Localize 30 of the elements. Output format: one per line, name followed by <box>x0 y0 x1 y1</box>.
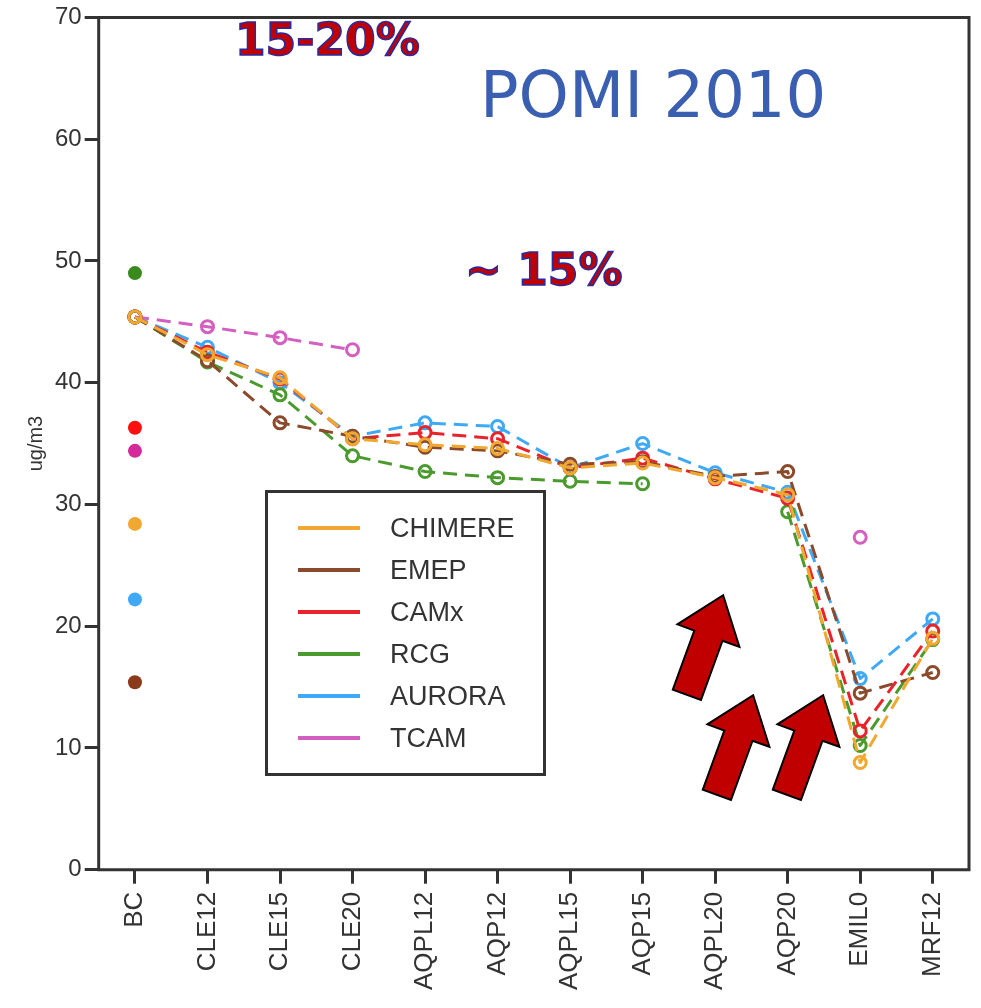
x-tick-label: AQP20 <box>770 891 801 976</box>
y-tick-label: 50 <box>54 245 82 273</box>
legend-label: EMEP <box>390 554 467 586</box>
x-tick-label: CLE12 <box>190 891 221 972</box>
x-tick-label: AQPL15 <box>553 891 584 991</box>
legend-label: TCAM <box>390 722 467 754</box>
x-tick-label: EMIL0 <box>843 891 874 967</box>
y-tick-label: 30 <box>54 489 82 517</box>
x-tick-label: BC <box>118 891 149 928</box>
x-tick-label: CLE20 <box>335 891 366 972</box>
y-tick-label: 0 <box>68 854 82 882</box>
x-tick-label: AQPL20 <box>698 891 729 991</box>
y-tick-label: 60 <box>54 123 82 151</box>
x-tick-label: MRF12 <box>915 891 946 977</box>
x-tick-label: AQPL12 <box>408 891 439 991</box>
text: POMI 2010 <box>480 58 827 132</box>
y-axis-title: ug/m3 <box>23 415 46 472</box>
annotation: 15-20% <box>235 14 420 65</box>
x-tick-label: AQP15 <box>625 891 656 976</box>
y-tick-label: 40 <box>54 367 82 395</box>
x-tick-label: AQP12 <box>480 891 511 976</box>
annotation: ~ 15% <box>465 244 623 295</box>
y-tick-label: 20 <box>54 610 82 638</box>
y-tick-label: 10 <box>54 732 82 760</box>
legend-label: RCG <box>390 638 450 670</box>
legend-label: CAMx <box>390 596 464 628</box>
legend-label: CHIMERE <box>390 512 515 544</box>
legend-label: AURORA <box>390 680 506 712</box>
x-tick-label: CLE15 <box>263 891 294 972</box>
y-tick-label: 70 <box>54 2 82 30</box>
